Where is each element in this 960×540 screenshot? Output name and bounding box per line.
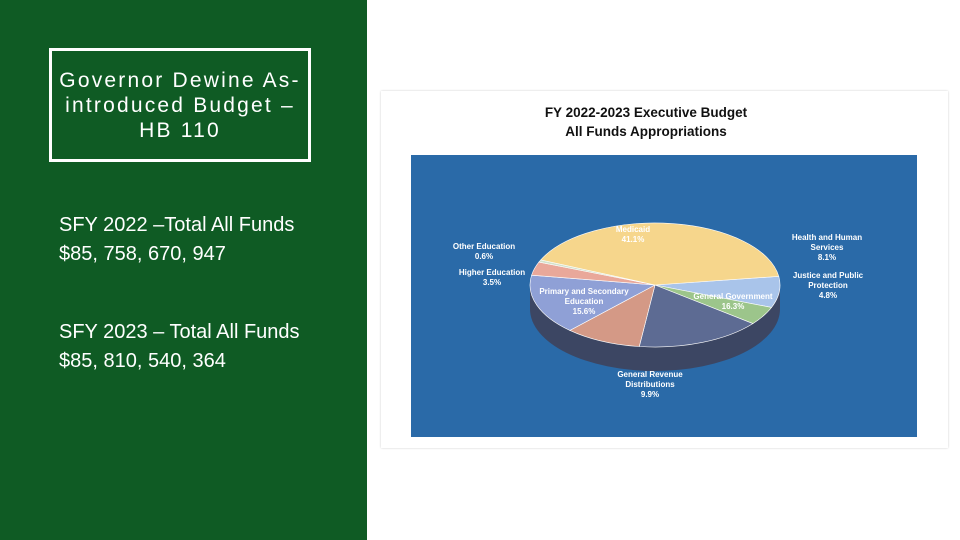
pie-slice — [638, 284, 754, 348]
slide-title: Governor Dewine As-introduced Budget – H… — [59, 68, 301, 142]
value-label: 16.3% — [721, 302, 745, 311]
category-label: General Revenue Distributions — [617, 370, 683, 389]
chart-subtitle: All Funds Appropriations — [565, 124, 727, 139]
value-label: 41.1% — [621, 235, 645, 244]
pie-slice — [540, 222, 780, 286]
slice-label: Medicaid 41.1% — [585, 225, 681, 245]
chart-title: FY 2022-2023 Executive Budget — [544, 105, 748, 120]
category-label: Primary and Secondary Education — [539, 287, 629, 306]
title-box: Governor Dewine As-introduced Budget – H… — [49, 48, 311, 162]
value-label: 4.8% — [818, 291, 838, 300]
side-panel: Governor Dewine As-introduced Budget – H… — [0, 0, 367, 540]
category-label: Health and Human Services — [791, 233, 863, 252]
pie-slice — [529, 274, 657, 331]
paragraph: SFY 2023 – Total All Funds $85, 810, 540… — [59, 321, 300, 372]
category-label: General Government — [693, 292, 773, 301]
category-label: Medicaid — [615, 225, 651, 234]
slice-label: General Revenue Distributions 9.9% — [602, 370, 698, 400]
category-label: Other Education — [452, 242, 516, 251]
pie-slice — [569, 284, 656, 347]
value-label: 0.6% — [474, 252, 494, 261]
category-label: Higher Education — [458, 268, 526, 277]
slice-label: Other Education 0.6% — [436, 242, 532, 262]
slice-label: Health and Human Services 8.1% — [779, 233, 875, 263]
value-label: 9.9% — [640, 390, 660, 399]
value-label: 15.6% — [572, 307, 596, 316]
paragraph: SFY 2022 –Total All Funds $85, 758, 670,… — [59, 214, 295, 265]
value-label: 3.5% — [482, 278, 502, 287]
slice-label: Justice and Public Protection 4.8% — [780, 271, 876, 301]
slice-label: General Government 16.3% — [685, 292, 781, 312]
value-label: 8.1% — [817, 253, 837, 262]
slice-label: Primary and Secondary Education 15.6% — [536, 287, 632, 317]
slice-label: Higher Education 3.5% — [444, 268, 540, 288]
category-label: Justice and Public Protection — [792, 271, 864, 290]
